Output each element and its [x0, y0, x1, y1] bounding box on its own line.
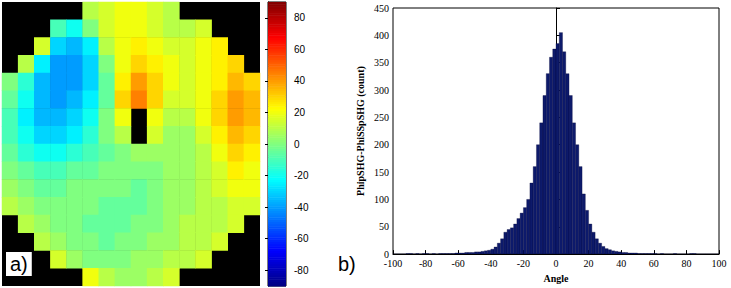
- svg-text:Angle: Angle: [544, 273, 570, 284]
- svg-text:100: 100: [374, 194, 389, 205]
- svg-text:80: 80: [294, 12, 306, 23]
- svg-text:50: 50: [379, 221, 389, 232]
- svg-text:-80: -80: [419, 258, 432, 269]
- svg-text:-40: -40: [484, 258, 497, 269]
- svg-text:-20: -20: [517, 258, 530, 269]
- svg-text:-80: -80: [294, 265, 309, 276]
- svg-text:80: 80: [681, 258, 691, 269]
- svg-text:200: 200: [374, 139, 389, 150]
- svg-text:60: 60: [294, 44, 306, 55]
- svg-text:0: 0: [554, 258, 559, 269]
- svg-text:450: 450: [374, 3, 389, 14]
- svg-text:0: 0: [384, 248, 389, 260]
- svg-text:-100: -100: [384, 258, 402, 269]
- svg-text:-60: -60: [452, 258, 465, 269]
- svg-text:0: 0: [294, 139, 300, 150]
- svg-text:350: 350: [374, 57, 389, 68]
- svg-text:a): a): [10, 253, 28, 275]
- svg-text:PhipSHG-PhiSSpSHG (count): PhipSHG-PhiSSpSHG (count): [355, 66, 367, 196]
- svg-text:40: 40: [616, 258, 626, 269]
- svg-text:-60: -60: [294, 233, 309, 244]
- svg-text:150: 150: [374, 167, 389, 178]
- svg-text:100: 100: [712, 258, 727, 269]
- svg-text:60: 60: [649, 258, 659, 269]
- svg-text:40: 40: [294, 75, 306, 86]
- svg-text:b): b): [338, 253, 356, 275]
- svg-text:-40: -40: [294, 202, 309, 213]
- svg-text:300: 300: [374, 85, 389, 96]
- svg-text:20: 20: [584, 258, 594, 269]
- svg-text:-20: -20: [294, 170, 309, 181]
- svg-text:20: 20: [294, 107, 306, 118]
- svg-text:250: 250: [374, 112, 389, 123]
- svg-text:400: 400: [374, 30, 389, 41]
